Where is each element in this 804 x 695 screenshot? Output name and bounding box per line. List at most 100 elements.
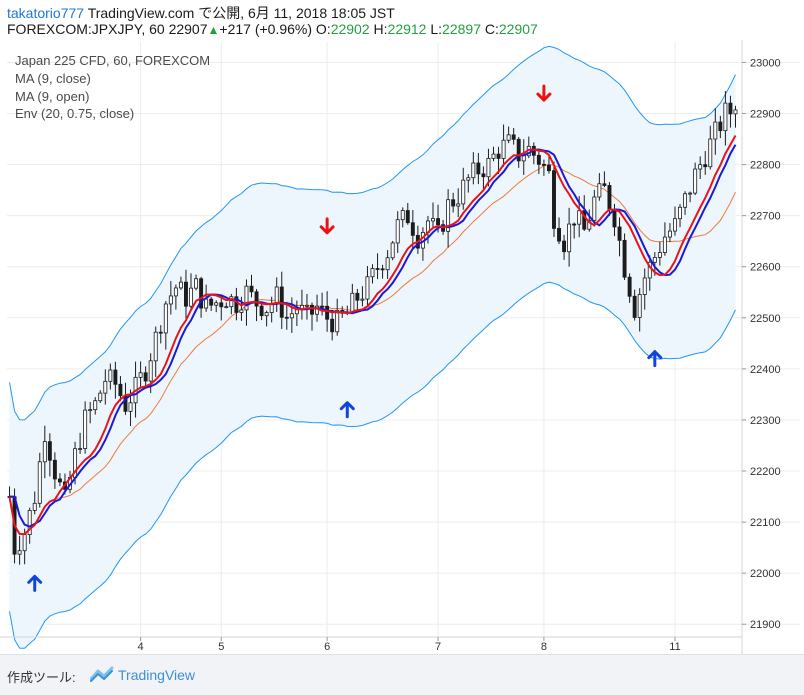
candle[interactable] [667, 223, 672, 243]
candle[interactable] [320, 292, 325, 316]
candle[interactable] [249, 274, 254, 298]
candle[interactable] [335, 298, 340, 336]
candle[interactable] [536, 150, 541, 174]
time-axis[interactable]: 4 5 6 7 8 11 [138, 637, 681, 653]
candle[interactable] [395, 211, 400, 253]
candle[interactable] [662, 222, 667, 256]
candle[interactable] [47, 433, 52, 477]
candle[interactable] [718, 115, 723, 139]
candle[interactable] [678, 204, 682, 228]
candle[interactable] [103, 369, 108, 405]
candle[interactable] [451, 192, 456, 213]
candle[interactable] [562, 234, 567, 260]
candle[interactable] [647, 255, 652, 291]
candle[interactable] [446, 189, 451, 248]
candle[interactable] [108, 363, 113, 390]
candle[interactable] [491, 146, 496, 162]
candle[interactable] [189, 273, 193, 312]
candle[interactable] [229, 293, 234, 315]
candle[interactable] [284, 301, 289, 330]
price-chart[interactable]: 21900 22000 22100 22200 22300 22400 22500 22600… [0, 40, 804, 654]
candle[interactable] [733, 105, 738, 128]
candle[interactable] [32, 491, 37, 515]
candle[interactable] [184, 269, 188, 319]
candle[interactable] [728, 95, 733, 128]
candle[interactable] [98, 390, 103, 403]
candle[interactable] [405, 203, 410, 225]
candle[interactable] [673, 206, 677, 236]
tradingview-logo-icon[interactable] [90, 665, 114, 683]
candle[interactable] [496, 146, 501, 175]
candle[interactable] [511, 128, 516, 145]
candle[interactable] [173, 284, 178, 310]
candle[interactable] [476, 152, 481, 185]
candle[interactable] [380, 264, 385, 279]
candle[interactable] [703, 151, 708, 175]
candle[interactable] [304, 294, 309, 320]
author-link[interactable]: takatorio777 [7, 5, 85, 21]
price-axis[interactable]: 21900 22000 22100 22200 22300 22400 22500 22600… [742, 57, 781, 631]
footer-brand-link[interactable]: TradingView [118, 667, 196, 683]
candle[interactable] [52, 452, 57, 489]
candle[interactable] [214, 300, 219, 313]
candle[interactable] [113, 361, 118, 399]
candle[interactable] [481, 166, 486, 191]
candle[interactable] [17, 535, 22, 565]
candle[interactable] [78, 432, 83, 454]
candle[interactable] [627, 273, 632, 303]
candle[interactable] [486, 148, 491, 187]
candle[interactable] [330, 312, 335, 341]
candle[interactable] [471, 152, 476, 185]
candle[interactable] [541, 159, 546, 176]
candle[interactable] [42, 425, 47, 479]
candle[interactable] [224, 302, 229, 309]
candle[interactable] [657, 241, 662, 266]
candle[interactable] [572, 222, 577, 239]
candle[interactable] [400, 207, 405, 228]
candle[interactable] [93, 397, 98, 415]
candle[interactable] [37, 452, 42, 508]
candle[interactable] [57, 473, 62, 487]
candle[interactable] [118, 376, 123, 402]
candle[interactable] [259, 303, 264, 321]
candle[interactable] [370, 264, 375, 284]
candle[interactable] [431, 202, 435, 229]
candle[interactable] [642, 268, 647, 310]
candle[interactable] [567, 207, 572, 267]
candle[interactable] [557, 217, 561, 245]
candle[interactable] [632, 289, 637, 321]
candle[interactable] [683, 191, 688, 215]
candle[interactable] [637, 288, 642, 332]
candle[interactable] [194, 274, 199, 291]
candle[interactable] [219, 296, 224, 321]
candle[interactable] [461, 167, 466, 210]
candle[interactable] [254, 289, 259, 322]
candle[interactable] [143, 366, 148, 389]
candle[interactable] [587, 209, 592, 232]
candle[interactable] [597, 173, 602, 201]
candle[interactable] [552, 161, 556, 237]
candle[interactable] [264, 310, 269, 327]
candle[interactable] [138, 361, 143, 388]
candle[interactable] [385, 250, 390, 280]
candle[interactable] [163, 301, 168, 350]
candle[interactable] [602, 171, 607, 188]
candle[interactable] [375, 253, 380, 280]
candle[interactable] [698, 156, 703, 179]
candle[interactable] [234, 287, 239, 321]
envelope-upper-line[interactable] [9, 45, 736, 421]
candle[interactable] [592, 189, 597, 227]
candle[interactable] [617, 217, 622, 257]
candle[interactable] [456, 188, 461, 218]
candle[interactable] [355, 288, 360, 312]
candle[interactable] [390, 241, 395, 261]
envelope-lower-line[interactable] [9, 281, 736, 649]
ma-close-line[interactable] [8, 135, 737, 536]
candle[interactable] [360, 286, 365, 307]
candle[interactable] [365, 266, 370, 307]
candle[interactable] [178, 276, 183, 290]
candle[interactable] [688, 191, 693, 203]
candle[interactable] [516, 137, 521, 168]
candle[interactable] [622, 233, 627, 280]
candle[interactable] [153, 326, 158, 378]
